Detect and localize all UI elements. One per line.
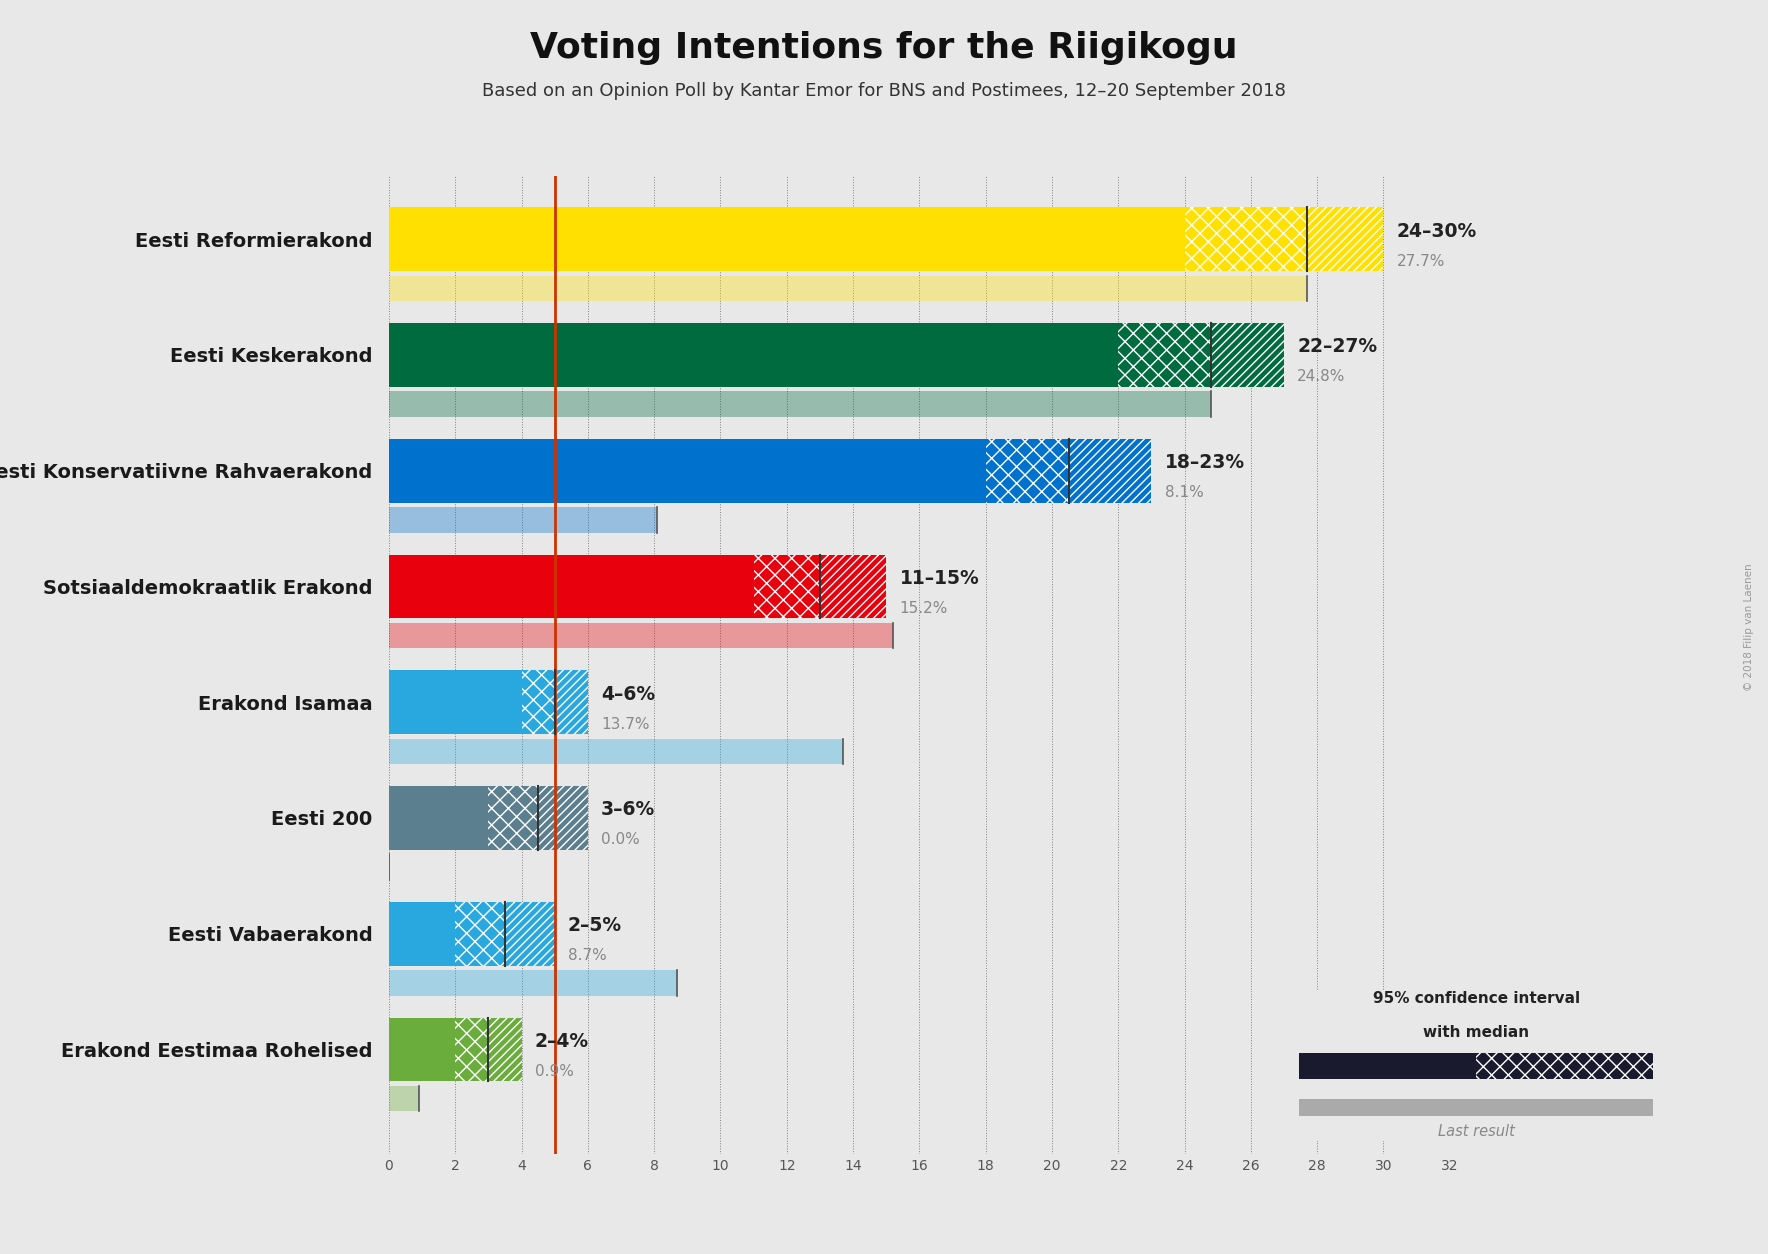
Bar (1299, 1099, 1653, 1116)
Bar (537, 786, 587, 850)
Bar (389, 391, 1211, 416)
Text: 15.2%: 15.2% (900, 601, 948, 616)
Bar (820, 554, 886, 618)
Text: 8.1%: 8.1% (1165, 485, 1204, 500)
Text: 13.7%: 13.7% (601, 717, 649, 732)
Bar (389, 324, 1119, 386)
Bar (389, 786, 488, 850)
Text: 24.8%: 24.8% (1298, 370, 1345, 385)
Bar (1476, 1053, 1653, 1078)
Text: 3–6%: 3–6% (601, 800, 656, 819)
Text: Voting Intentions for the Riigikogu: Voting Intentions for the Riigikogu (530, 31, 1238, 65)
Bar (389, 902, 456, 966)
Bar (389, 971, 677, 996)
Bar (987, 439, 1068, 503)
Bar (389, 1018, 456, 1081)
Text: 4–6%: 4–6% (601, 685, 656, 703)
Text: 22–27%: 22–27% (1298, 337, 1377, 356)
Bar (389, 507, 658, 533)
Text: 0.0%: 0.0% (601, 833, 640, 848)
Text: 8.7%: 8.7% (568, 948, 606, 963)
Text: 0.9%: 0.9% (534, 1063, 573, 1078)
Bar (1299, 1053, 1476, 1078)
Text: Last result: Last result (1437, 1124, 1515, 1139)
Text: with median: with median (1423, 1025, 1529, 1040)
Bar (456, 902, 506, 966)
Bar (389, 1086, 419, 1111)
Bar (1211, 324, 1284, 386)
Bar (1307, 207, 1384, 271)
Bar (389, 276, 1307, 301)
Bar (389, 554, 753, 618)
Bar (1068, 439, 1151, 503)
Bar (488, 1018, 522, 1081)
Text: 27.7%: 27.7% (1397, 253, 1444, 268)
Bar (1185, 207, 1307, 271)
Bar (456, 1018, 488, 1081)
Bar (1119, 324, 1211, 386)
Bar (555, 671, 587, 734)
Text: 2–5%: 2–5% (568, 917, 622, 935)
Bar (389, 739, 843, 764)
Bar (389, 623, 893, 648)
Text: © 2018 Filip van Laenen: © 2018 Filip van Laenen (1743, 563, 1754, 691)
Bar (522, 671, 555, 734)
Bar (753, 554, 820, 618)
Bar (389, 439, 987, 503)
Text: 18–23%: 18–23% (1165, 453, 1245, 472)
Text: Based on an Opinion Poll by Kantar Emor for BNS and Postimees, 12–20 September 2: Based on an Opinion Poll by Kantar Emor … (483, 82, 1285, 99)
Text: 95% confidence interval: 95% confidence interval (1372, 991, 1581, 1006)
Bar (389, 671, 522, 734)
Bar (506, 902, 555, 966)
Text: 24–30%: 24–30% (1397, 222, 1476, 241)
Text: 11–15%: 11–15% (900, 569, 979, 588)
Text: 2–4%: 2–4% (534, 1032, 589, 1051)
Bar (389, 207, 1185, 271)
Bar (488, 786, 537, 850)
